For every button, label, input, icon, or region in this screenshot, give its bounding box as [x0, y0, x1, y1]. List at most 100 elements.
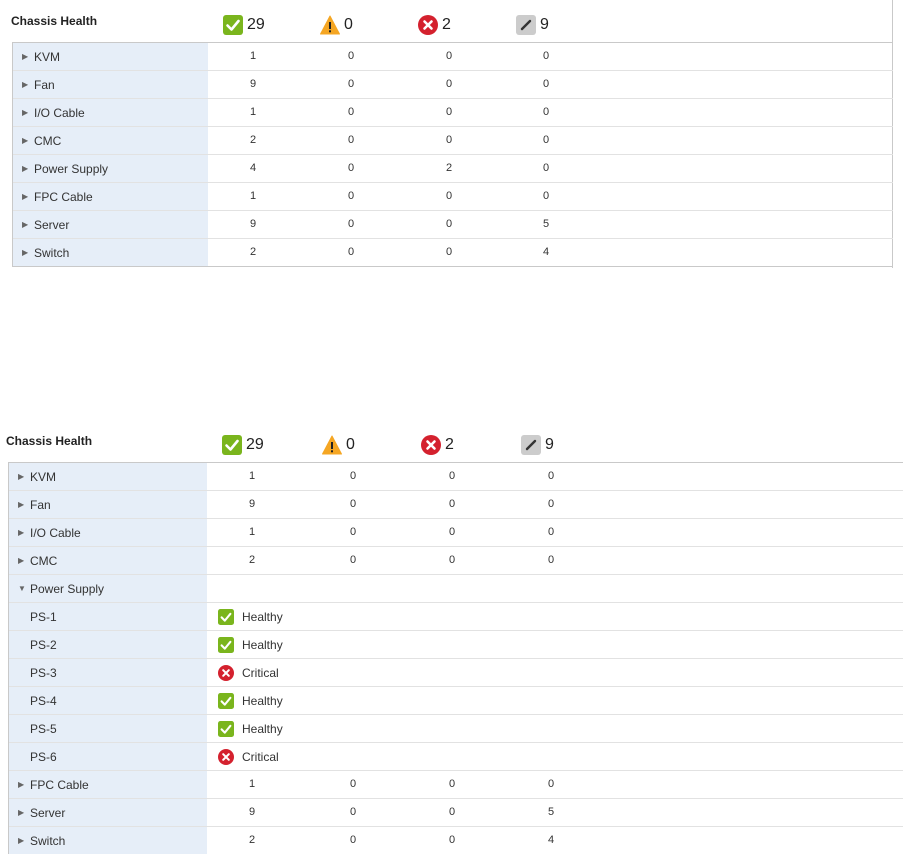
unknown-value: 0 [542, 190, 550, 202]
subrow[interactable]: PS-5 Healthy [9, 715, 903, 743]
check-icon [218, 636, 234, 653]
warning-count: 0 [344, 16, 353, 33]
table-row[interactable]: ▶ I/O Cable 1 0 0 0 [9, 519, 903, 547]
component-table: ▶ KVM 1 0 0 0 ▶ Fan 9 0 0 0 ▶ I/O Cable 1 0 0 0 ▶ CMC 2 0 0… [8, 462, 903, 854]
table-row[interactable]: ▶ KVM 1 0 0 0 [9, 463, 903, 491]
status-text: Healthy [242, 637, 283, 652]
row-header[interactable]: ▶ Switch [9, 827, 207, 854]
caret-right-icon[interactable]: ▶ [18, 472, 25, 481]
subrow[interactable]: PS-3 Critical [9, 659, 903, 687]
warning-value: 0 [349, 834, 357, 846]
summary-warning[interactable]: 0 [322, 434, 355, 456]
summary-unknown[interactable]: 9 [516, 14, 549, 36]
row-header[interactable]: ▶ I/O Cable [13, 99, 208, 126]
row-header[interactable]: ▶ Server [9, 799, 207, 826]
table-row[interactable]: ▶ CMC 2 0 0 0 [13, 127, 893, 155]
caret-right-icon[interactable]: ▶ [22, 136, 29, 145]
summary-critical[interactable]: 2 [418, 14, 451, 36]
table-row[interactable]: ▶ FPC Cable 1 0 0 0 [13, 183, 893, 211]
table-row[interactable]: ▶ Power Supply 4 0 2 0 [13, 155, 893, 183]
table-row[interactable]: ▶ KVM 1 0 0 0 [13, 43, 893, 71]
table-row[interactable]: ▶ FPC Cable 1 0 0 0 [9, 771, 903, 799]
check-icon [218, 692, 234, 709]
subrow-header: PS-2 [9, 631, 207, 658]
unknown-icon [521, 435, 541, 455]
subrow-header: PS-4 [9, 687, 207, 714]
status-cell: Healthy [218, 631, 283, 658]
summary-unknown[interactable]: 9 [521, 434, 554, 456]
caret-right-icon[interactable]: ▶ [18, 808, 25, 817]
subrow[interactable]: PS-1 Healthy [9, 603, 903, 631]
row-header[interactable]: ▶ Power Supply [13, 155, 208, 182]
row-header[interactable]: ▼ Power Supply [9, 575, 207, 602]
caret-right-icon[interactable]: ▶ [22, 248, 29, 257]
caret-right-icon[interactable]: ▶ [22, 108, 29, 117]
table-row[interactable]: ▶ Switch 2 0 0 4 [9, 827, 903, 854]
warning-value: 0 [349, 778, 357, 790]
warning-icon [320, 15, 340, 35]
summary-healthy[interactable]: 29 [222, 434, 264, 456]
healthy-value: 1 [248, 470, 256, 482]
row-header[interactable]: ▶ I/O Cable [9, 519, 207, 546]
caret-right-icon[interactable]: ▶ [22, 52, 29, 61]
caret-right-icon[interactable]: ▶ [18, 528, 25, 537]
panel-title: Chassis Health [11, 14, 98, 28]
summary-critical[interactable]: 2 [421, 434, 454, 456]
error-icon [421, 435, 441, 455]
row-label: I/O Cable [34, 105, 85, 120]
caret-right-icon[interactable]: ▶ [18, 500, 25, 509]
row-header[interactable]: ▶ Fan [9, 491, 207, 518]
critical-value: 0 [448, 470, 456, 482]
row-header[interactable]: ▶ KVM [9, 463, 207, 490]
table-row[interactable]: ▶ I/O Cable 1 0 0 0 [13, 99, 893, 127]
caret-right-icon[interactable]: ▶ [22, 220, 29, 229]
unknown-value: 5 [542, 218, 550, 230]
row-label: CMC [34, 133, 62, 148]
row-header[interactable]: ▶ CMC [13, 127, 208, 154]
chassis-health-panel-collapsed: Chassis Health 29 0 2 9 ▶ KVM [0, 0, 903, 270]
unknown-value: 0 [542, 106, 550, 118]
summary-warning[interactable]: 0 [320, 14, 353, 36]
caret-right-icon[interactable]: ▶ [18, 556, 25, 565]
row-header[interactable]: ▶ FPC Cable [9, 771, 207, 798]
unknown-count: 9 [540, 16, 549, 33]
table-row[interactable]: ▶ Switch 2 0 0 4 [13, 239, 893, 266]
caret-right-icon[interactable]: ▶ [22, 192, 29, 201]
row-header[interactable]: ▶ CMC [9, 547, 207, 574]
critical-value: 0 [448, 554, 456, 566]
subrow[interactable]: PS-2 Healthy [9, 631, 903, 659]
table-row-expanded[interactable]: ▼ Power Supply [9, 575, 903, 603]
caret-right-icon[interactable]: ▶ [22, 164, 29, 173]
table-row[interactable]: ▶ CMC 2 0 0 0 [9, 547, 903, 575]
caret-right-icon[interactable]: ▶ [18, 836, 25, 845]
subrow[interactable]: PS-4 Healthy [9, 687, 903, 715]
caret-right-icon[interactable]: ▶ [18, 780, 25, 789]
unknown-value: 0 [542, 162, 550, 174]
check-icon [218, 720, 234, 737]
status-text: Critical [242, 665, 279, 680]
subrow[interactable]: PS-6 Critical [9, 743, 903, 771]
row-header[interactable]: ▶ Switch [13, 239, 208, 266]
status-cell: Critical [218, 659, 279, 686]
unknown-value: 0 [547, 526, 555, 538]
status-cell: Critical [218, 743, 279, 770]
summary-healthy[interactable]: 29 [223, 14, 265, 36]
row-header[interactable]: ▶ KVM [13, 43, 208, 70]
row-header[interactable]: ▶ Fan [13, 71, 208, 98]
unknown-value: 0 [547, 498, 555, 510]
table-row[interactable]: ▶ Server 9 0 0 5 [13, 211, 893, 239]
caret-right-icon[interactable]: ▶ [22, 80, 29, 89]
critical-count: 2 [442, 16, 451, 33]
row-label: Switch [34, 245, 70, 260]
warning-value: 0 [347, 246, 355, 258]
table-row[interactable]: ▶ Fan 9 0 0 0 [9, 491, 903, 519]
critical-value: 0 [448, 806, 456, 818]
status-cell: Healthy [218, 715, 283, 742]
warning-value: 0 [347, 218, 355, 230]
table-row[interactable]: ▶ Server 9 0 0 5 [9, 799, 903, 827]
caret-down-icon[interactable]: ▼ [18, 584, 26, 593]
row-label: Switch [30, 833, 66, 848]
row-header[interactable]: ▶ Server [13, 211, 208, 238]
table-row[interactable]: ▶ Fan 9 0 0 0 [13, 71, 893, 99]
row-header[interactable]: ▶ FPC Cable [13, 183, 208, 210]
